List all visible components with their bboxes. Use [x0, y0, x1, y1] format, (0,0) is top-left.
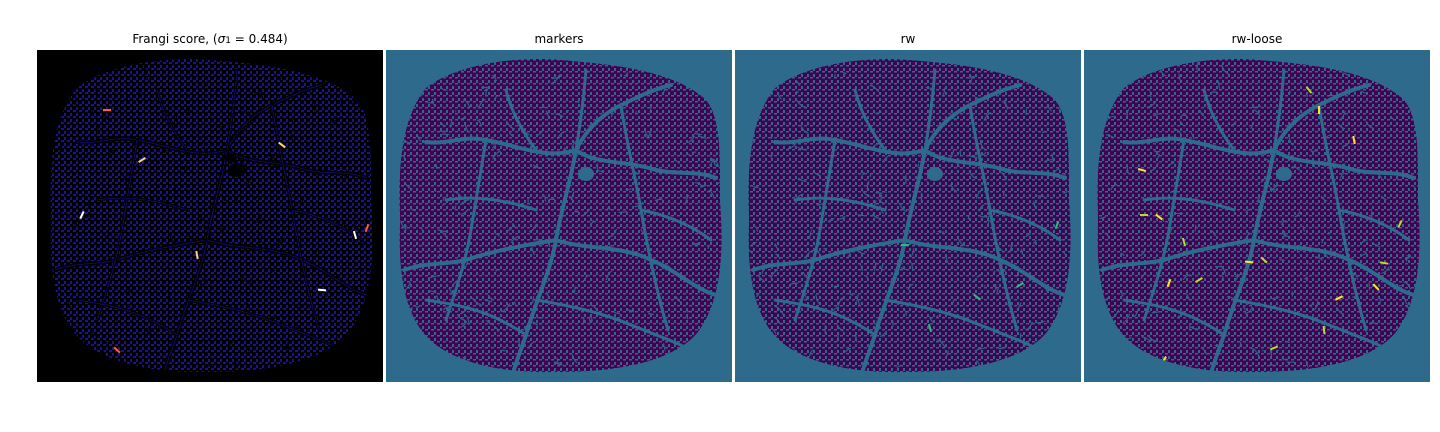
- title-sigma: σ: [217, 32, 226, 46]
- highlight-spot: [1352, 135, 1356, 145]
- vessel: [574, 148, 718, 180]
- vessel: [1337, 208, 1411, 242]
- panel-title-markers: markers: [534, 32, 584, 46]
- tissue-region: [50, 59, 373, 373]
- highlight-spot: [1016, 282, 1024, 288]
- vessel: [574, 68, 588, 152]
- highlight-spot: [1372, 283, 1380, 291]
- vessel: [773, 298, 877, 337]
- highlight-spot: [364, 223, 370, 233]
- vessel: [639, 208, 713, 242]
- highlight-spot: [1334, 295, 1344, 301]
- vessel: [853, 88, 887, 152]
- highlight-spot: [195, 250, 199, 260]
- panel-title-rw: rw: [900, 32, 916, 46]
- highlight-spot: [278, 141, 286, 149]
- vessel: [988, 208, 1062, 242]
- highlight-spot: [901, 244, 909, 246]
- tissue-region: [748, 59, 1071, 373]
- vessel: [793, 138, 837, 322]
- highlight-spot: [113, 346, 121, 354]
- highlight-spot: [1317, 105, 1321, 115]
- vessel: [1202, 88, 1236, 152]
- highlight-spot: [1379, 261, 1389, 265]
- markers-image: [386, 50, 732, 382]
- vessel: [793, 196, 887, 212]
- highlight-spot: [79, 210, 85, 220]
- vessel: [1272, 148, 1416, 180]
- title-sub: 1: [225, 36, 231, 46]
- highlight-spot: [317, 288, 327, 292]
- panel-frangi: [37, 50, 383, 382]
- highlight-spot: [1137, 167, 1147, 173]
- vessel: [504, 88, 538, 152]
- vessel: [534, 298, 693, 352]
- rw-loose-image: [1084, 50, 1430, 382]
- title-prefix: Frangi score, (: [132, 32, 218, 46]
- frangi-image: [37, 50, 383, 382]
- vessel: [1142, 196, 1236, 212]
- vessel: [923, 68, 937, 152]
- highlight-spot: [1397, 219, 1403, 229]
- rw-image: [735, 50, 1081, 382]
- vessel: [861, 148, 927, 372]
- highlight-spot: [1155, 213, 1163, 221]
- highlight-spot: [1140, 214, 1148, 216]
- highlight-spot: [138, 157, 146, 163]
- vessel: [512, 148, 578, 372]
- highlight-spot: [927, 323, 933, 333]
- vessel: [883, 298, 1042, 352]
- highlight-spot: [1195, 277, 1203, 283]
- panel-title-rw-loose: rw-loose: [1231, 32, 1283, 46]
- highlight-spot: [973, 293, 981, 301]
- highlight-spot: [1181, 237, 1187, 247]
- panel-title-frangi: Frangi score, (σ1 = 0.484): [37, 32, 383, 46]
- panel-rw: [735, 50, 1081, 382]
- title-suffix: = 0.484): [230, 32, 288, 46]
- highlight-spot: [1244, 260, 1254, 264]
- highlight-spot: [103, 109, 111, 111]
- panel-rw-loose: [1084, 50, 1430, 382]
- highlight-spot: [352, 230, 358, 240]
- tissue-region: [1097, 59, 1420, 373]
- vessel: [1232, 298, 1391, 352]
- vessel: [1122, 298, 1226, 337]
- vessel: [1272, 68, 1286, 152]
- vessel: [1142, 138, 1186, 322]
- highlight-spot: [1166, 278, 1172, 288]
- highlight-spot: [1305, 86, 1313, 94]
- vessel: [923, 148, 1067, 180]
- highlight-spot: [1054, 220, 1060, 230]
- vessel: [444, 138, 488, 322]
- panel-markers: [386, 50, 732, 382]
- highlight-spot: [1322, 325, 1326, 335]
- tissue-region: [399, 59, 722, 373]
- highlight-spot: [1269, 345, 1279, 351]
- highlight-spot: [1260, 256, 1268, 264]
- vessel: [1210, 148, 1276, 372]
- vessel: [424, 298, 528, 337]
- vessel: [444, 196, 538, 212]
